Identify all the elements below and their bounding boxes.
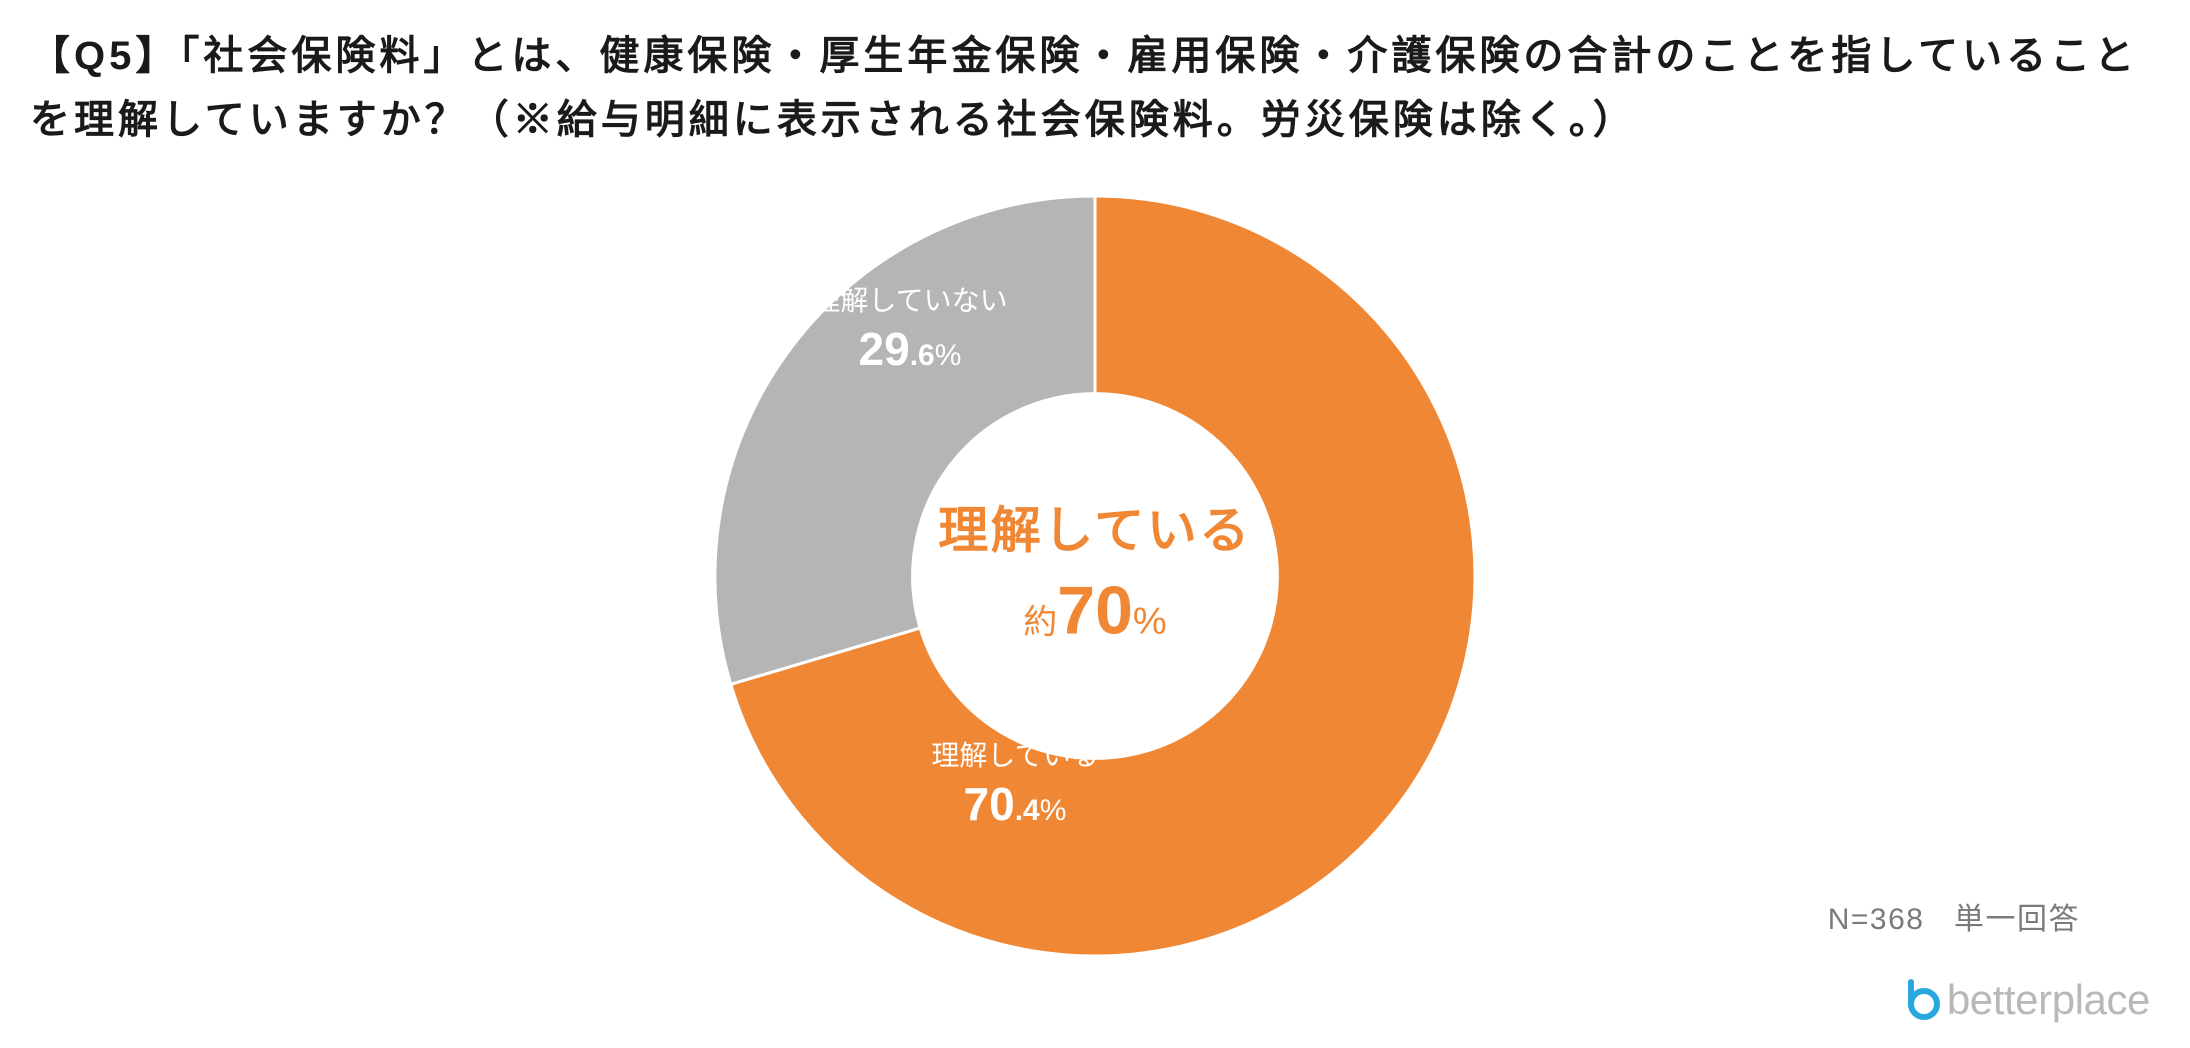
- n-label: N=368: [1828, 903, 1925, 936]
- sample-note: N=368 単一回答: [1828, 894, 2080, 938]
- logo-b-icon: [1897, 978, 1941, 1022]
- answer-mode-label: 単一回答: [1954, 903, 2080, 936]
- center-approx: 約: [1023, 603, 1057, 641]
- donut-chart: 理解している 70.4% 理解していない 29.6% 理解している 約70%: [715, 196, 1475, 956]
- center-title: 理解している: [938, 500, 1252, 563]
- brand-logo: betterplace: [1897, 976, 2150, 1024]
- logo-text: betterplace: [1947, 976, 2150, 1024]
- question-title: 【Q5】「社会保険料」とは、健康保険・厚生年金保険・雇用保険・介護保険の合計のこ…: [30, 24, 2160, 152]
- center-pct-symbol: %: [1133, 600, 1167, 642]
- center-number: 70: [1057, 572, 1133, 648]
- donut-center-label: 理解している 約70%: [938, 500, 1252, 654]
